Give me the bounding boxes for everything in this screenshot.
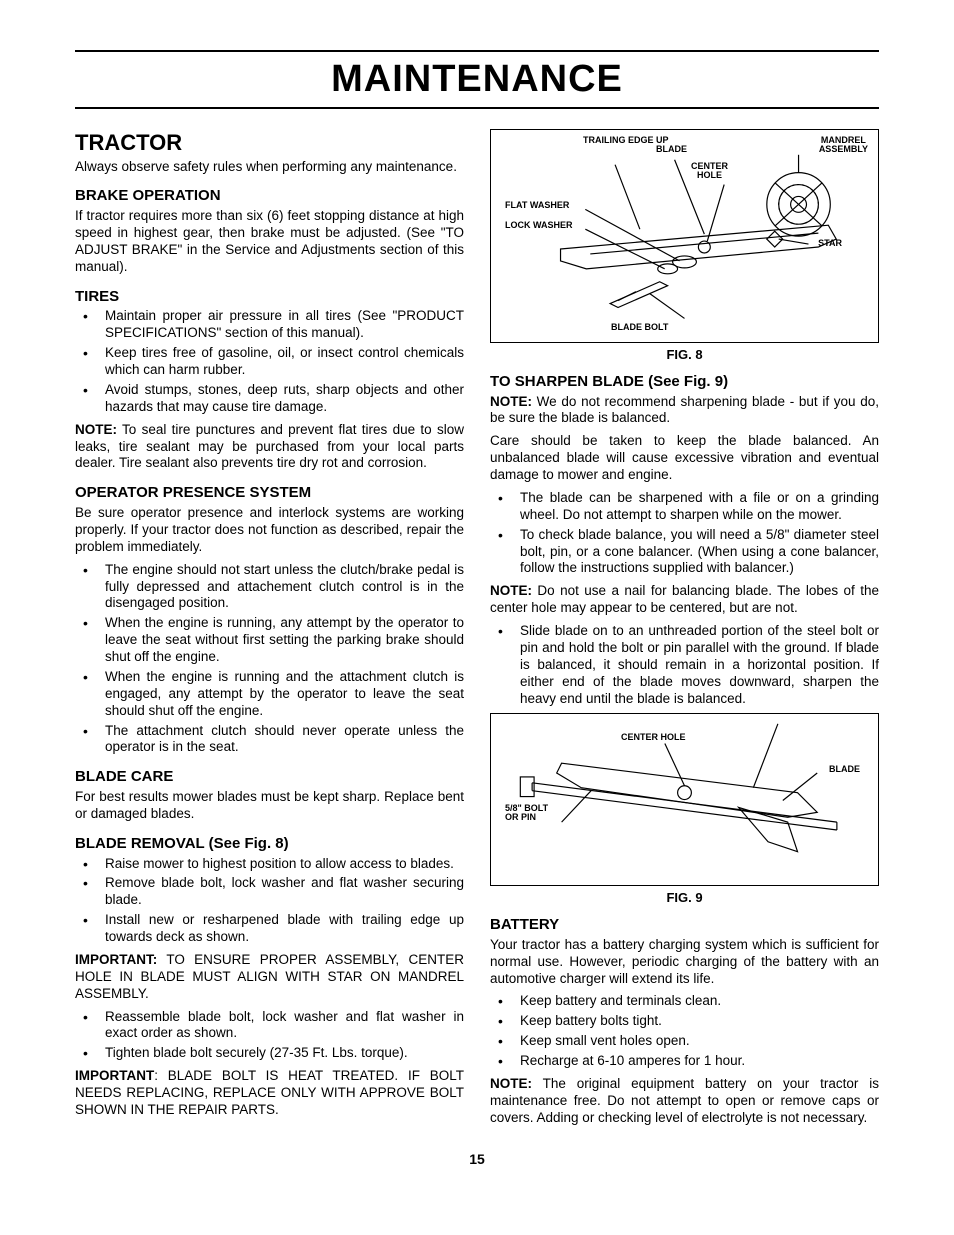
fig9-label-center: CENTER HOLE: [621, 732, 686, 743]
tires-list: Maintain proper air pressure in all tire…: [75, 308, 464, 415]
tires-heading: TIRES: [75, 288, 464, 307]
blade-important-1: IMPORTANT: TO ENSURE PROPER ASSEMBLY, CE…: [75, 952, 464, 1003]
ops-text: Be sure operator presence and interlock …: [75, 505, 464, 556]
list-item: Maintain proper air pressure in all tire…: [75, 308, 464, 342]
tractor-heading: TRACTOR: [75, 129, 464, 157]
columns: TRACTOR Always observe safety rules when…: [75, 129, 879, 1133]
fig8-label-bolt: BLADE BOLT: [611, 322, 668, 333]
figure-8-caption: FIG. 8: [490, 347, 879, 363]
list-item: When the engine is running, any attempt …: [75, 615, 464, 666]
battery-note: NOTE: The original equipment battery on …: [490, 1076, 879, 1127]
tires-note: NOTE: To seal tire punctures and prevent…: [75, 422, 464, 473]
tractor-intro: Always observe safety rules when perform…: [75, 159, 464, 176]
page-number: 15: [75, 1151, 879, 1167]
figure-8-drawing: [491, 130, 878, 338]
fig8-label-blade: BLADE: [656, 144, 687, 155]
list-item: When the engine is running and the attac…: [75, 669, 464, 720]
figure-8-box: TRAILING EDGE UP BLADE CENTERHOLE MANDRE…: [490, 129, 879, 343]
list-item: Avoid stumps, stones, deep ruts, sharp o…: [75, 382, 464, 416]
fig8-label-flatw: FLAT WASHER: [505, 200, 569, 211]
battery-text: Your tractor has a battery charging syst…: [490, 937, 879, 988]
top-rule: [75, 50, 879, 52]
sharpen-text: Care should be taken to keep the blade b…: [490, 433, 879, 484]
list-item: Slide blade on to an unthreaded portion …: [490, 623, 879, 707]
fig9-label-blade: BLADE: [829, 764, 860, 775]
list-item: Install new or resharpened blade with tr…: [75, 912, 464, 946]
left-column: TRACTOR Always observe safety rules when…: [75, 129, 464, 1133]
blade-removal-list: Raise mower to highest position to allow…: [75, 856, 464, 946]
ops-list: The engine should not start unless the c…: [75, 562, 464, 757]
right-column: TRAILING EDGE UP BLADE CENTERHOLE MANDRE…: [490, 129, 879, 1133]
list-item: Remove blade bolt, lock washer and flat …: [75, 875, 464, 909]
blade-removal-heading: BLADE REMOVAL (See Fig. 8): [75, 835, 464, 854]
battery-heading: BATTERY: [490, 916, 879, 935]
ops-heading: OPERATOR PRESENCE SYSTEM: [75, 484, 464, 503]
sharpen-list: The blade can be sharpened with a file o…: [490, 490, 879, 577]
fig9-label-bolt: 5/8" BOLTOR PIN: [505, 804, 548, 822]
fig8-label-lockw: LOCK WASHER: [505, 220, 573, 231]
list-item: Recharge at 6-10 amperes for 1 hour.: [490, 1053, 879, 1070]
fig8-label-center: CENTERHOLE: [691, 162, 728, 180]
list-item: The engine should not start unless the c…: [75, 562, 464, 613]
blade-important-2: IMPORTANT: BLADE BOLT IS HEAT TREATED. I…: [75, 1068, 464, 1119]
figure-9-box: CENTER HOLE 5/8" BOLTOR PIN BLADE: [490, 713, 879, 885]
fig8-label-star: STAR: [818, 238, 842, 249]
blade-care-text: For best results mower blades must be ke…: [75, 789, 464, 823]
sharpen-list-2: Slide blade on to an unthreaded portion …: [490, 623, 879, 707]
list-item: The blade can be sharpened with a file o…: [490, 490, 879, 524]
sharpen-note-2: NOTE: Do not use a nail for balancing bl…: [490, 583, 879, 617]
list-item: Keep battery bolts tight.: [490, 1013, 879, 1030]
sharpen-note: NOTE: We do not recommend sharpening bla…: [490, 394, 879, 428]
list-item: Keep small vent holes open.: [490, 1033, 879, 1050]
list-item: Reassemble blade bolt, lock washer and f…: [75, 1009, 464, 1043]
brake-heading: BRAKE OPERATION: [75, 187, 464, 206]
blade-removal-list-2: Reassemble blade bolt, lock washer and f…: [75, 1009, 464, 1063]
blade-care-heading: BLADE CARE: [75, 768, 464, 787]
list-item: Raise mower to highest position to allow…: [75, 856, 464, 873]
list-item: Keep tires free of gasoline, oil, or ins…: [75, 345, 464, 379]
sharpen-heading: TO SHARPEN BLADE (See Fig. 9): [490, 373, 879, 392]
list-item: To check blade balance, you will need a …: [490, 527, 879, 578]
brake-text: If tractor requires more than six (6) fe…: [75, 208, 464, 276]
list-item: Tighten blade bolt securely (27-35 Ft. L…: [75, 1045, 464, 1062]
bottom-rule: [75, 107, 879, 109]
figure-9-caption: FIG. 9: [490, 890, 879, 906]
fig8-label-mandrel: MANDRELASSEMBLY: [819, 136, 868, 154]
list-item: The attachment clutch should never opera…: [75, 723, 464, 757]
battery-list: Keep battery and terminals clean. Keep b…: [490, 993, 879, 1070]
list-item: Keep battery and terminals clean.: [490, 993, 879, 1010]
page-title: MAINTENANCE: [75, 58, 879, 101]
